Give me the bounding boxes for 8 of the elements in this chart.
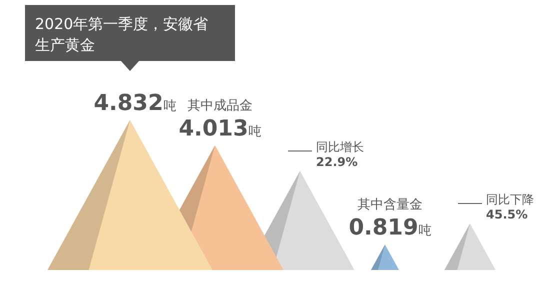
text: 同比增长 22.9% bbox=[316, 140, 364, 169]
text: 其中含量金 bbox=[358, 198, 422, 213]
text: 同比下降 45.5% bbox=[486, 192, 534, 222]
text: 其中成品金 bbox=[188, 98, 252, 114]
data-label: 4.013吨 bbox=[178, 116, 262, 142]
data-label: 0.819吨 bbox=[348, 216, 432, 241]
data-label: 4.832吨 bbox=[94, 91, 176, 116]
text: 2020年第一季度，安徽省生产黄金 bbox=[35, 15, 208, 54]
